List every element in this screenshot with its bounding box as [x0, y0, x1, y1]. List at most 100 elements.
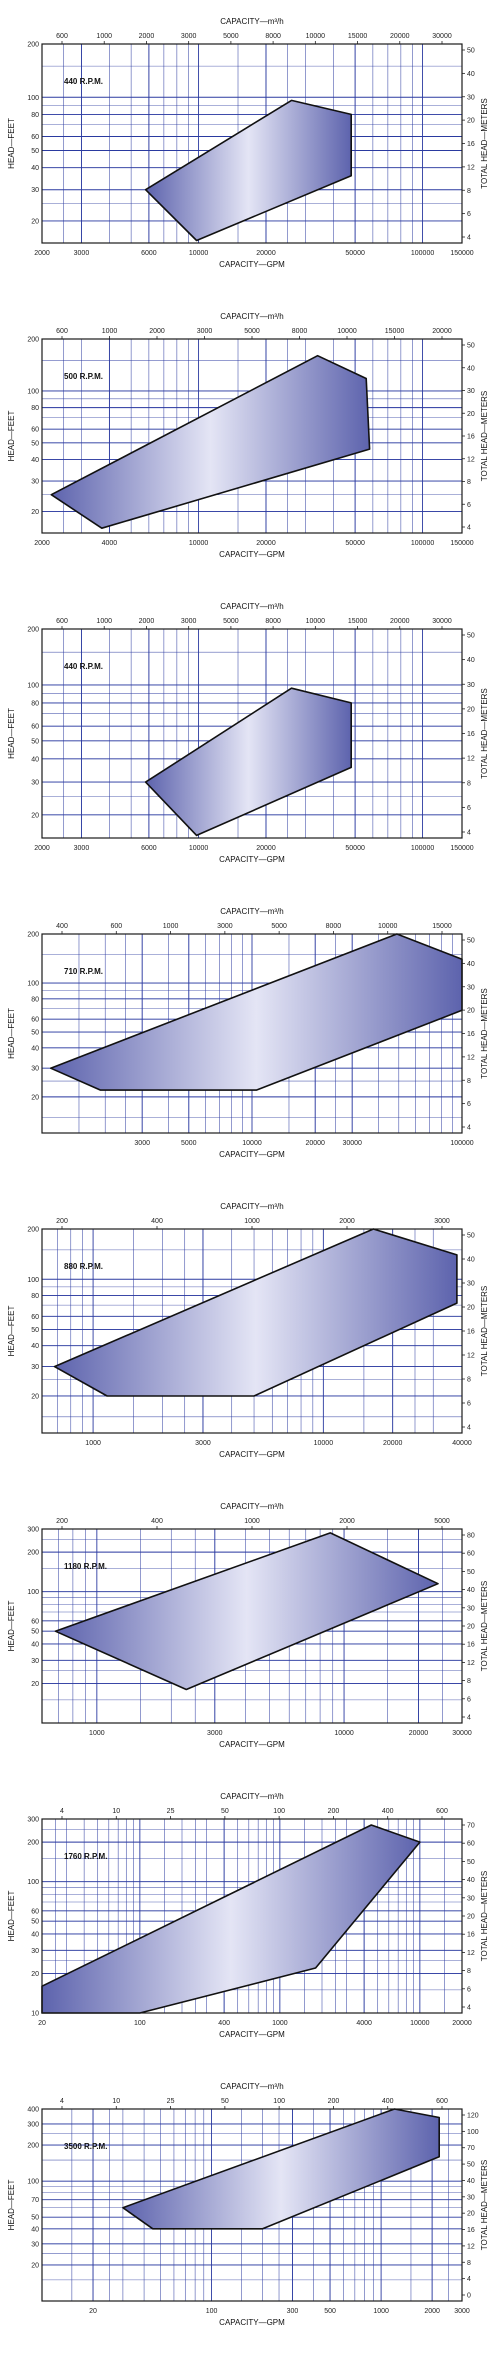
right-tick-label: 60 — [467, 1841, 475, 1848]
right-tick-label: 50 — [467, 2162, 475, 2169]
x-tick-label: 20000 — [305, 1140, 325, 1147]
right-tick-label: 4 — [467, 1715, 471, 1722]
y-right-axis-title: TOTAL HEAD—METERS — [480, 988, 489, 1079]
y-tick-label: 50 — [31, 1629, 39, 1636]
y-tick-label: 20 — [31, 1681, 39, 1688]
top-tick-label: 400 — [151, 1518, 163, 1525]
right-tick-label: 6 — [467, 502, 471, 509]
right-tick-label: 40 — [467, 71, 475, 78]
y-tick-label: 100 — [27, 388, 39, 395]
x-tick-label: 10000 — [410, 2020, 430, 2027]
y-axis-title: HEAD—FEET — [7, 1008, 16, 1059]
right-tick-label: 50 — [467, 1233, 475, 1240]
y-tick-label: 200 — [27, 1840, 39, 1847]
y-tick-label: 80 — [31, 1293, 39, 1300]
top-tick-label: 10 — [112, 2098, 120, 2105]
top-tick-label: 100 — [273, 2098, 285, 2105]
y-tick-label: 30 — [31, 1066, 39, 1073]
right-tick-label: 20 — [467, 2211, 475, 2218]
right-tick-label: 4 — [467, 830, 471, 837]
y-tick-label: 60 — [31, 1618, 39, 1625]
top-axis-title: CAPACITY—m³/h — [220, 602, 283, 611]
rpm-label: 1180 R.P.M. — [64, 1562, 107, 1571]
right-tick-label: 50 — [467, 1859, 475, 1866]
top-tick-label: 3000 — [434, 1218, 450, 1225]
pump-performance-chart: 1000 3000 10000 20000 30000 300 200 100 60 50 40 30… — [7, 1502, 489, 1749]
right-tick-label: 30 — [467, 2194, 475, 2201]
top-tick-label: 20000 — [432, 328, 452, 335]
y-tick-label: 40 — [31, 1045, 39, 1052]
top-tick-label: 5000 — [244, 328, 260, 335]
right-tick-label: 70 — [467, 1823, 475, 1830]
y-tick-label: 40 — [31, 457, 39, 464]
top-tick-label: 5000 — [271, 923, 287, 930]
y-tick-label: 40 — [31, 1343, 39, 1350]
top-tick-label: 25 — [167, 2098, 175, 2105]
y-right-axis-title: TOTAL HEAD—METERS — [480, 391, 489, 482]
top-tick-label: 10000 — [306, 33, 326, 40]
x-tick-label: 2000 — [424, 2308, 440, 2315]
y-tick-label: 30 — [31, 479, 39, 486]
right-tick-label: 40 — [467, 1877, 475, 1884]
top-axis-title: CAPACITY—m³/h — [220, 2082, 283, 2091]
x-tick-label: 20000 — [256, 540, 276, 547]
right-tick-label: 0 — [467, 2293, 471, 2300]
y-axis-title: HEAD—FEET — [7, 708, 16, 759]
x-axis-title: CAPACITY—GPM — [219, 855, 285, 864]
right-tick-label: 20 — [467, 706, 475, 713]
right-tick-label: 12 — [467, 456, 475, 463]
top-axis-title: CAPACITY—m³/h — [220, 1502, 283, 1511]
y-tick-label: 40 — [31, 1931, 39, 1938]
y-tick-label: 70 — [31, 2197, 39, 2204]
right-tick-label: 40 — [467, 657, 475, 664]
top-tick-label: 5000 — [434, 1518, 450, 1525]
top-tick-label: 10000 — [306, 618, 326, 625]
right-tick-label: 20 — [467, 1305, 475, 1312]
top-tick-label: 600 — [56, 33, 68, 40]
y-axis-title: HEAD—FEET — [7, 2180, 16, 2231]
top-tick-label: 600 — [110, 923, 122, 930]
y-axis-title: HEAD—FEET — [7, 1306, 16, 1357]
y-tick-label: 40 — [31, 165, 39, 172]
x-tick-label: 20 — [89, 2308, 97, 2315]
top-tick-label: 10 — [112, 1808, 120, 1815]
plot-frame — [41, 338, 463, 534]
y-tick-label: 200 — [27, 932, 39, 939]
rpm-label: 440 R.P.M. — [64, 662, 103, 671]
right-tick-label: 4 — [467, 1425, 471, 1432]
x-tick-label: 100 — [206, 2308, 218, 2315]
y-tick-label: 10 — [31, 2011, 39, 2018]
right-tick-label: 8 — [467, 1678, 471, 1685]
top-tick-label: 1000 — [96, 618, 112, 625]
x-tick-label: 10000 — [242, 1140, 262, 1147]
right-tick-label: 6 — [467, 1101, 471, 1108]
top-tick-label: 600 — [56, 618, 68, 625]
right-tick-label: 40 — [467, 1257, 475, 1264]
right-tick-label: 20 — [467, 1624, 475, 1631]
pump-performance-chart: 20 100 400 1000 4000 10000 20000 300 200 100 60 50 4… — [7, 1792, 489, 2039]
x-tick-label: 150000 — [450, 845, 473, 852]
top-tick-label: 2000 — [149, 328, 165, 335]
right-tick-label: 40 — [467, 365, 475, 372]
right-tick-label: 50 — [467, 938, 475, 945]
top-tick-label: 50 — [221, 2098, 229, 2105]
top-tick-label: 600 — [436, 2098, 448, 2105]
operating-range-region — [50, 354, 371, 529]
plot-frame — [41, 1228, 463, 1434]
right-tick-label: 40 — [467, 1587, 475, 1594]
right-tick-label: 50 — [467, 48, 475, 55]
y-tick-label: 50 — [31, 1327, 39, 1334]
x-tick-label: 30000 — [452, 1730, 472, 1737]
y-tick-label: 80 — [31, 996, 39, 1003]
x-axis-title: CAPACITY—GPM — [219, 260, 285, 269]
x-tick-label: 150000 — [450, 250, 473, 257]
right-tick-label: 4 — [467, 1125, 471, 1132]
right-tick-label: 50 — [467, 633, 475, 640]
right-tick-label: 12 — [467, 164, 475, 171]
y-tick-label: 100 — [27, 981, 39, 988]
pump-performance-chart: 2000 4000 10000 20000 50000 100000 150000 200 10… — [7, 312, 489, 559]
x-tick-label: 1000 — [373, 2308, 389, 2315]
right-tick-label: 16 — [467, 2227, 475, 2234]
x-axis-title: CAPACITY—GPM — [219, 1740, 285, 1749]
top-tick-label: 3000 — [217, 923, 233, 930]
